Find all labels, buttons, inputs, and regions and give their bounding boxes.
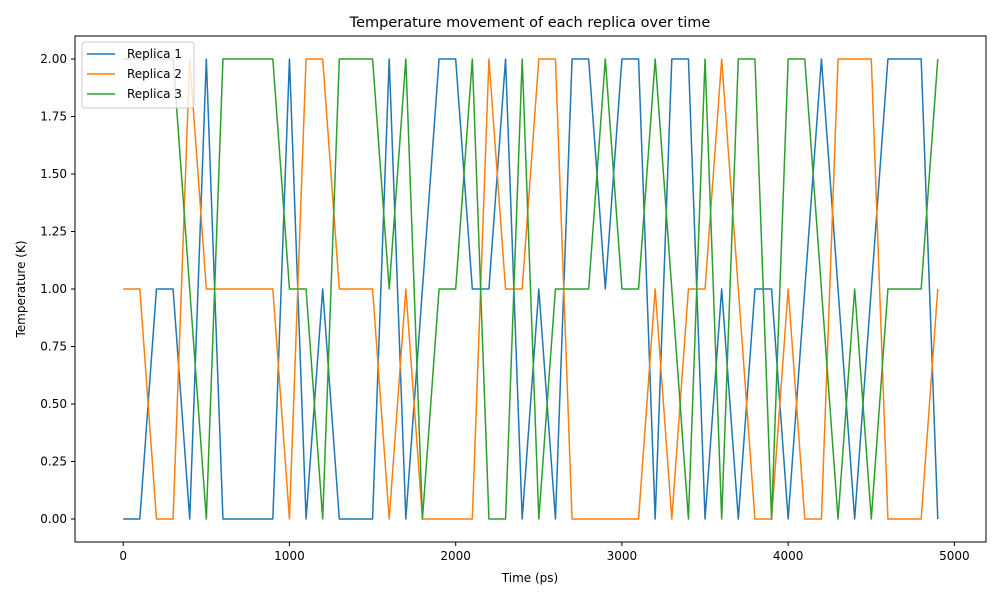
series-line-2: [123, 58, 939, 520]
y-tick-label: 1.50: [40, 167, 67, 181]
legend: Replica 1 Replica 2 Replica 3: [81, 41, 195, 109]
x-axis: 0 1000 2000 3000 4000 5000: [119, 542, 970, 563]
series-line-1: [123, 58, 939, 520]
y-tick-label: 0.75: [40, 340, 67, 354]
legend-label-2: Replica 2: [127, 67, 182, 81]
y-tick-label: 1.00: [40, 282, 67, 296]
series-line-3: [123, 58, 939, 520]
x-tick-label: 2000: [440, 549, 471, 563]
y-axis: 0.00 0.25 0.50 0.75 1.00 1.25 1.50 1.75 2.00: [40, 52, 75, 526]
legend-label-1: Replica 1: [127, 47, 182, 61]
x-tick-label: 5000: [939, 549, 970, 563]
y-tick-label: 1.75: [40, 110, 67, 124]
y-tick-label: 0.25: [40, 455, 67, 469]
plot-lines: [123, 58, 939, 520]
x-tick-label: 3000: [607, 549, 638, 563]
y-tick-label: 2.00: [40, 52, 67, 66]
legend-box: [81, 41, 195, 109]
x-tick-label: 4000: [773, 549, 804, 563]
y-axis-label: Temperature (K): [14, 240, 28, 338]
legend-label-3: Replica 3: [127, 87, 182, 101]
chart-title: Temperature movement of each replica ove…: [349, 15, 711, 31]
x-tick-label: 0: [119, 549, 127, 563]
y-tick-label: 0.50: [40, 397, 67, 411]
x-axis-label: Time (ps): [501, 571, 558, 585]
x-tick-label: 1000: [274, 549, 305, 563]
y-tick-label: 1.25: [40, 225, 67, 239]
y-tick-label: 0.00: [40, 512, 67, 526]
